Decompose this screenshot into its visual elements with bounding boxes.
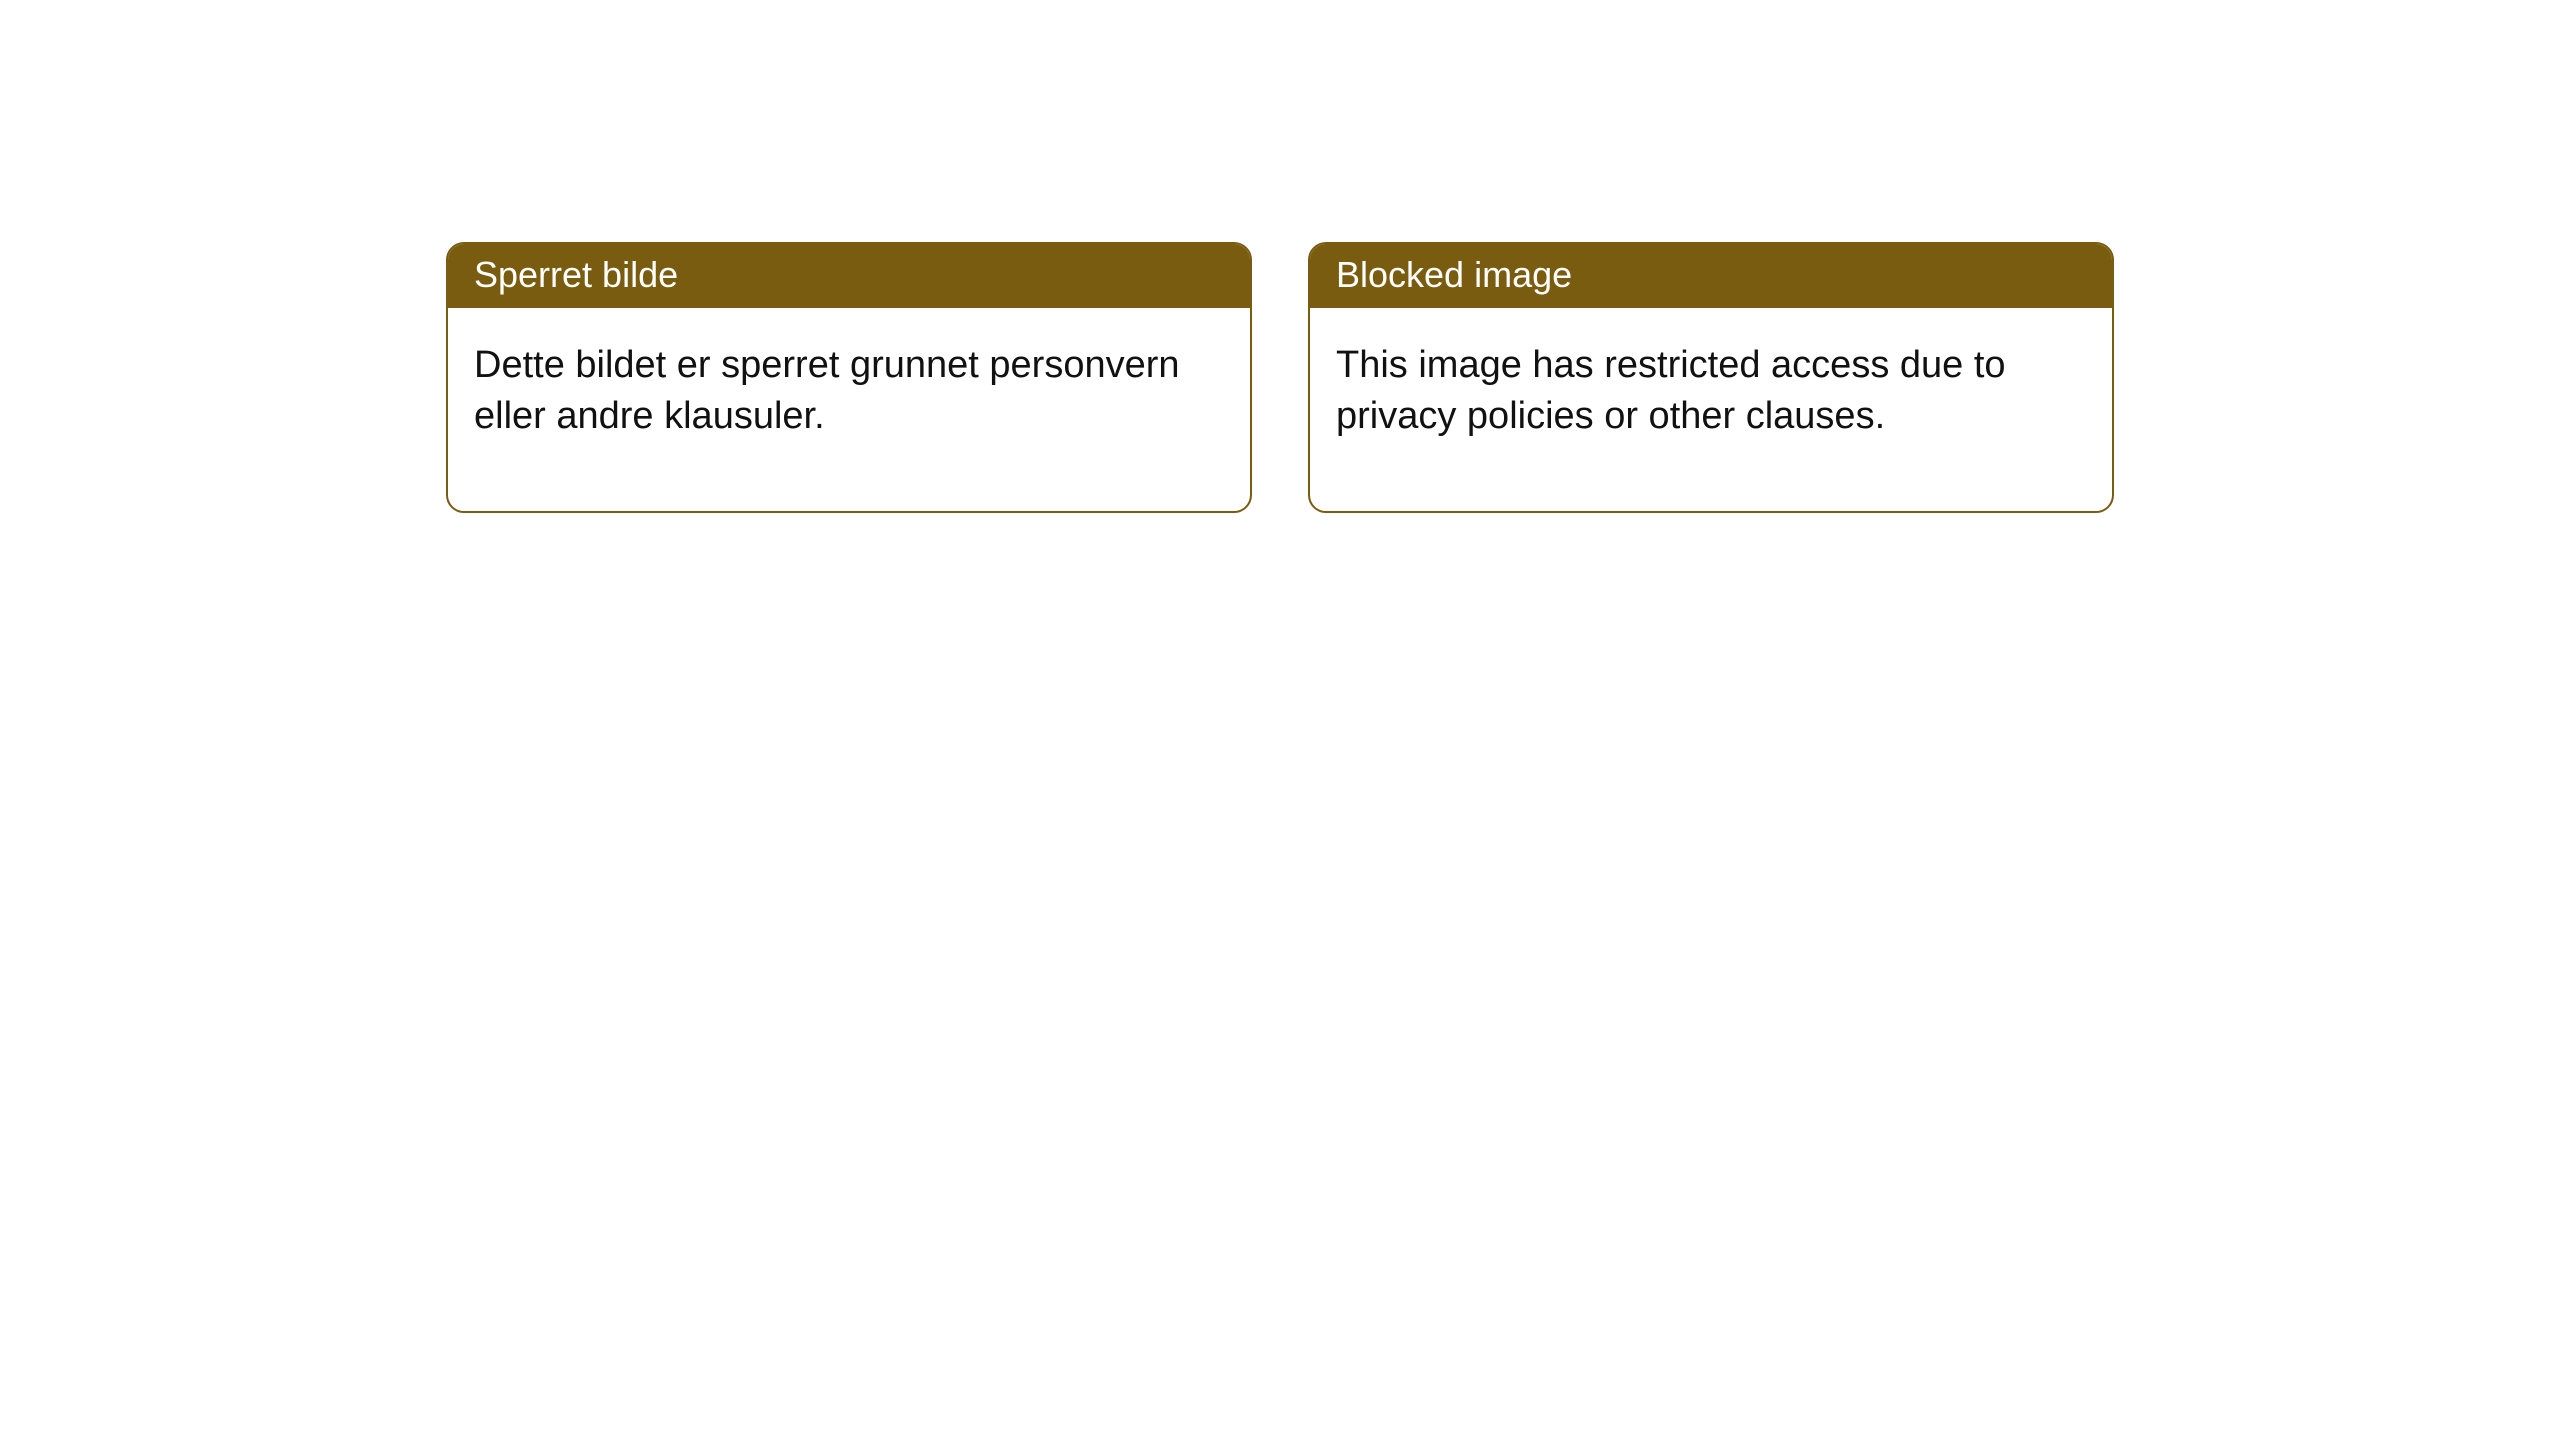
blocked-image-card-no: Sperret bilde Dette bildet er sperret gr… [446, 242, 1252, 513]
card-header: Sperret bilde [448, 244, 1250, 308]
card-message: Dette bildet er sperret grunnet personve… [474, 344, 1180, 437]
card-title: Blocked image [1336, 254, 1572, 295]
notice-container: Sperret bilde Dette bildet er sperret gr… [0, 0, 2560, 513]
blocked-image-card-en: Blocked image This image has restricted … [1308, 242, 2114, 513]
card-title: Sperret bilde [474, 254, 678, 295]
card-body: This image has restricted access due to … [1310, 308, 2112, 511]
card-message: This image has restricted access due to … [1336, 344, 2006, 437]
card-body: Dette bildet er sperret grunnet personve… [448, 308, 1250, 511]
card-header: Blocked image [1310, 244, 2112, 308]
